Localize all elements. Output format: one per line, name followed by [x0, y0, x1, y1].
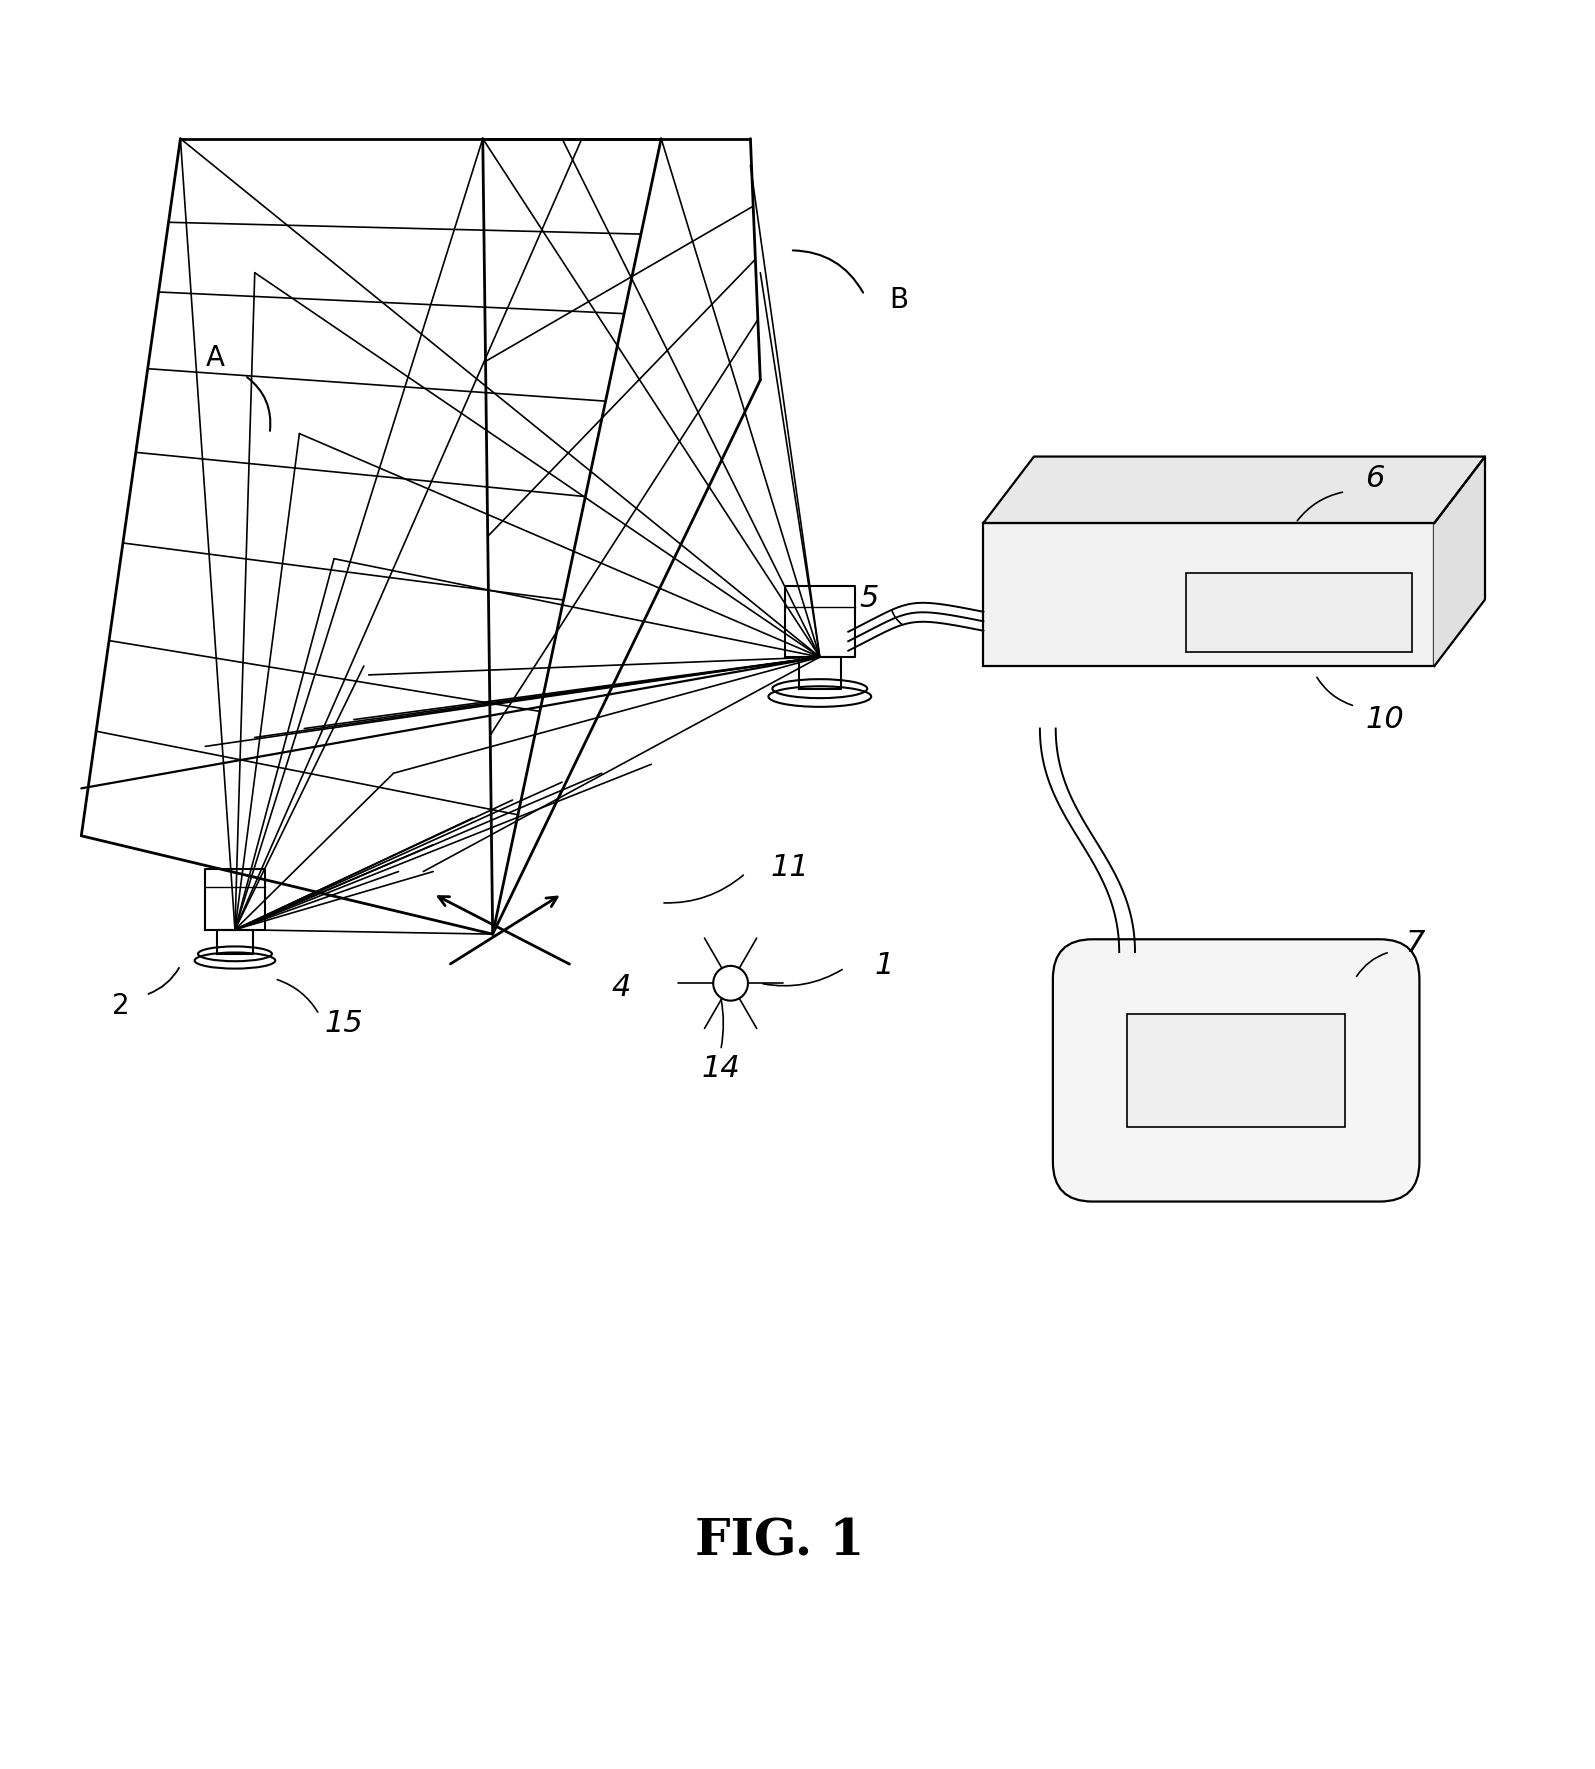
Text: 10: 10 [1365, 706, 1404, 734]
FancyBboxPatch shape [1053, 939, 1420, 1201]
Text: 7: 7 [1405, 929, 1424, 957]
Bar [1187, 573, 1412, 651]
Text: 15: 15 [325, 1008, 364, 1038]
Text: A: A [206, 343, 225, 371]
Polygon shape [1434, 456, 1485, 665]
Bar [1128, 1014, 1345, 1127]
Text: 4: 4 [612, 973, 632, 1003]
Polygon shape [984, 456, 1485, 524]
Text: 6: 6 [1365, 463, 1384, 494]
Text: 5: 5 [860, 584, 879, 614]
Text: FIG. 1: FIG. 1 [695, 1518, 864, 1566]
Text: 1: 1 [874, 952, 893, 980]
Text: B: B [890, 285, 909, 313]
Text: 2: 2 [112, 992, 129, 1019]
Bar [984, 524, 1434, 665]
Text: 11: 11 [770, 853, 809, 881]
Text: 14: 14 [702, 1054, 740, 1083]
